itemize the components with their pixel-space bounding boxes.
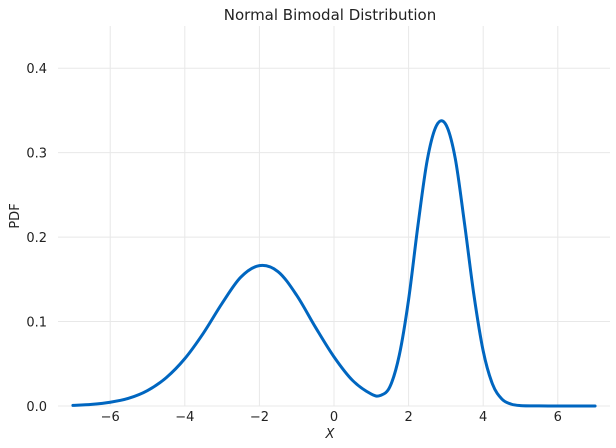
x-tick-label: 4 <box>479 410 487 425</box>
x-tick-label: 6 <box>554 410 562 425</box>
y-tick-label: 0.1 <box>26 316 47 331</box>
tick-labels: −6 −4 −2 0 2 4 6 0.0 0.1 0.2 0.3 0.4 <box>26 62 562 425</box>
y-axis-label: PDF <box>8 203 23 228</box>
x-tick-label: −2 <box>250 410 269 425</box>
y-tick-label: 0.0 <box>26 400 47 415</box>
grid <box>58 26 610 407</box>
series-layer <box>71 119 597 408</box>
y-tick-label: 0.3 <box>26 147 47 162</box>
y-tick-label: 0.2 <box>26 231 47 246</box>
pdf-curve <box>71 119 597 408</box>
x-axis-label: X <box>325 427 336 442</box>
x-tick-label: −4 <box>175 410 194 425</box>
x-tick-label: −6 <box>101 410 120 425</box>
x-tick-label: 0 <box>330 410 338 425</box>
y-tick-label: 0.4 <box>26 62 47 77</box>
chart-title: Normal Bimodal Distribution <box>224 6 436 24</box>
x-tick-label: 2 <box>404 410 412 425</box>
